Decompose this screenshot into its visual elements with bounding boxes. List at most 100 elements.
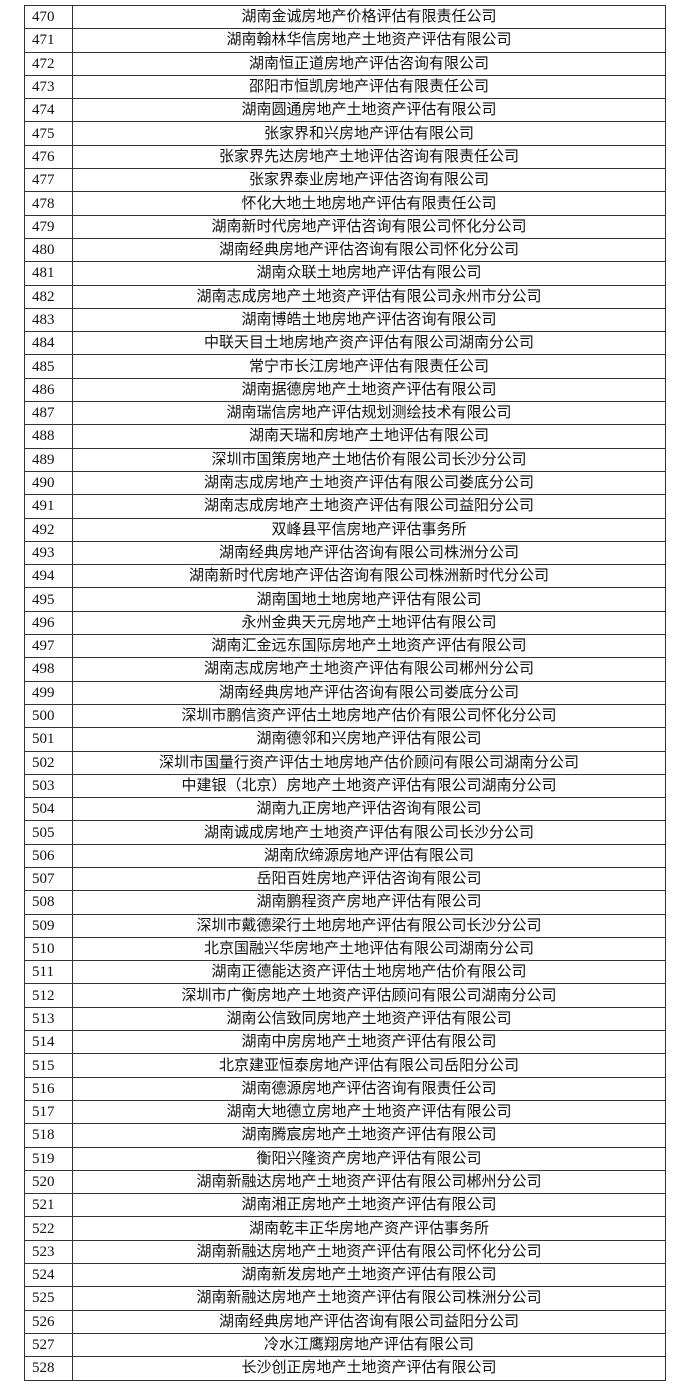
- row-number: 483: [24, 307, 73, 333]
- company-name: 永州金典天元房地产土地评估有限公司: [72, 610, 666, 636]
- company-name: 湖南新融达房地产土地资产评估有限公司株洲分公司: [72, 1286, 666, 1311]
- row-number: 490: [24, 470, 73, 496]
- row-number: 517: [24, 1099, 73, 1125]
- company-name: 湖南公信致同房地产土地资产评估有限公司: [72, 1006, 666, 1032]
- table-row: 478 怀化大地土地房地产评估有限责任公司: [24, 191, 666, 216]
- table-row: 480 湖南经典房地产评估咨询有限公司怀化分公司: [24, 237, 666, 263]
- row-number: 475: [24, 121, 73, 146]
- row-number: 503: [24, 773, 73, 799]
- company-name: 湖南圆通房地产土地资产评估有限公司: [72, 98, 666, 123]
- company-name: 张家界先达房地产土地评估咨询有限责任公司: [72, 144, 666, 170]
- table-row: 515 北京建亚恒泰房地产评估有限公司岳阳分公司: [24, 1053, 666, 1078]
- company-name: 冷水江鹰翔房地产评估有限公司: [72, 1332, 666, 1358]
- row-number: 526: [24, 1309, 73, 1334]
- row-number: 487: [24, 401, 73, 426]
- company-name: 衡阳兴隆资产房地产评估有限公司: [72, 1146, 666, 1171]
- row-number: 522: [24, 1216, 73, 1241]
- company-name: 张家界和兴房地产评估有限公司: [72, 121, 666, 146]
- table-row: 525 湖南新融达房地产土地资产评估有限公司株洲分公司: [24, 1286, 666, 1311]
- row-number: 510: [24, 936, 73, 962]
- table-row: 474 湖南圆通房地产土地资产评估有限公司: [24, 98, 666, 123]
- company-name: 湖南新时代房地产评估咨询有限公司怀化分公司: [72, 214, 666, 239]
- table-row: 506 湖南欣缔源房地产评估有限公司: [24, 843, 666, 868]
- row-number: 484: [24, 331, 73, 356]
- table-row: 500 深圳市鹏信资产评估土地房地产估价有限公司怀化分公司: [24, 703, 666, 729]
- table-row: 472 湖南恒正道房地产评估咨询有限公司: [24, 51, 666, 76]
- row-number: 528: [24, 1356, 73, 1381]
- company-name: 深圳市广衡房地产土地资产评估顾问有限公司湖南分公司: [72, 983, 666, 1008]
- row-number: 482: [24, 284, 73, 309]
- table-row: 524 湖南新发房地产土地资产评估有限公司: [24, 1263, 666, 1288]
- row-number: 502: [24, 750, 73, 775]
- company-name: 北京国融兴华房地产土地评估有限公司湖南分公司: [72, 936, 666, 962]
- row-number: 511: [24, 960, 73, 985]
- table-row: 487 湖南瑞信房地产评估规划测绘技术有限公司: [24, 401, 666, 426]
- company-name: 湖南正德能达资产评估土地房地产估价有限公司: [72, 960, 666, 985]
- table-row: 509 深圳市戴德梁行土地房地产评估有限公司长沙分公司: [24, 913, 666, 938]
- company-name: 湖南新融达房地产土地资产评估有限公司怀化分公司: [72, 1239, 666, 1265]
- row-number: 492: [24, 517, 73, 542]
- table-row: 504 湖南九正房地产评估咨询有限公司: [24, 797, 666, 822]
- table-row: 501 湖南德邻和兴房地产评估有限公司: [24, 727, 666, 752]
- row-number: 499: [24, 680, 73, 705]
- company-name: 湖南天瑞和房地产土地评估有限公司: [72, 424, 666, 449]
- table-row: 526 湖南经典房地产评估咨询有限公司益阳分公司: [24, 1309, 666, 1334]
- company-name: 湖南众联土地房地产评估有限公司: [72, 261, 666, 286]
- table-row: 484 中联天目土地房地产资产评估有限公司湖南分公司: [24, 331, 666, 356]
- row-number: 512: [24, 983, 73, 1008]
- row-number: 497: [24, 634, 73, 659]
- company-name: 湖南恒正道房地产评估咨询有限公司: [72, 51, 666, 76]
- table-row: 475 张家界和兴房地产评估有限公司: [24, 121, 666, 146]
- company-name: 双峰县平信房地产评估事务所: [72, 517, 666, 542]
- company-list-table: 470 湖南金诚房地产价格评估有限责任公司 471 湖南翰林华信房地产土地资产评估有限…: [24, 4, 666, 1381]
- company-name: 长沙创正房地产土地资产评估有限公司: [72, 1356, 666, 1381]
- table-row: 517 湖南大地德立房地产土地资产评估有限公司: [24, 1099, 666, 1125]
- table-row: 498 湖南志成房地产土地资产评估有限公司郴州分公司: [24, 657, 666, 682]
- table-row: 505 湖南诚成房地产土地资产评估有限公司长沙分公司: [24, 820, 666, 845]
- table-row: 483 湖南博皓土地房地产评估咨询有限公司: [24, 307, 666, 333]
- table-row: 528 长沙创正房地产土地资产评估有限公司: [24, 1356, 666, 1381]
- table-row: 514 湖南中房房地产土地资产评估有限公司: [24, 1030, 666, 1055]
- row-number: 519: [24, 1146, 73, 1171]
- table-row: 470 湖南金诚房地产价格评估有限责任公司: [24, 4, 666, 30]
- table-row: 481 湖南众联土地房地产评估有限公司: [24, 261, 666, 286]
- row-number: 472: [24, 51, 73, 76]
- table-row: 520 湖南新融达房地产土地资产评估有限公司郴州分公司: [24, 1169, 666, 1195]
- table-row: 518 湖南腾宸房地产土地资产评估有限公司: [24, 1123, 666, 1148]
- table-row: 492 双峰县平信房地产评估事务所: [24, 517, 666, 542]
- row-number: 480: [24, 237, 73, 263]
- company-name: 湖南经典房地产评估咨询有限公司株洲分公司: [72, 540, 666, 566]
- row-number: 508: [24, 890, 73, 915]
- company-name: 湖南国地土地房地产评估有限公司: [72, 587, 666, 612]
- table-row: 510 北京国融兴华房地产土地评估有限公司湖南分公司: [24, 936, 666, 962]
- row-number: 495: [24, 587, 73, 612]
- company-name: 深圳市国量行资产评估土地房地产估价顾问有限公司湖南分公司: [72, 750, 666, 775]
- company-name: 湖南博皓土地房地产评估咨询有限公司: [72, 307, 666, 333]
- company-name: 湖南汇金远东国际房地产土地资产评估有限公司: [72, 634, 666, 659]
- row-number: 515: [24, 1053, 73, 1078]
- row-number: 521: [24, 1193, 73, 1218]
- company-name: 湖南新发房地产土地资产评估有限公司: [72, 1263, 666, 1288]
- row-number: 498: [24, 657, 73, 682]
- table-row: 490 湖南志成房地产土地资产评估有限公司娄底分公司: [24, 470, 666, 496]
- table-row: 479 湖南新时代房地产评估咨询有限公司怀化分公司: [24, 214, 666, 239]
- company-name: 深圳市鹏信资产评估土地房地产估价有限公司怀化分公司: [72, 703, 666, 729]
- row-number: 509: [24, 913, 73, 938]
- row-number: 500: [24, 703, 73, 729]
- row-number: 496: [24, 610, 73, 636]
- table-row: 522 湖南乾丰正华房地产资产评估事务所: [24, 1216, 666, 1241]
- company-name: 湖南新融达房地产土地资产评估有限公司郴州分公司: [72, 1169, 666, 1195]
- table-row: 476 张家界先达房地产土地评估咨询有限责任公司: [24, 144, 666, 170]
- table-row: 493 湖南经典房地产评估咨询有限公司株洲分公司: [24, 540, 666, 566]
- table-row: 485 常宁市长江房地产评估有限责任公司: [24, 354, 666, 379]
- company-name: 怀化大地土地房地产评估有限责任公司: [72, 191, 666, 216]
- row-number: 524: [24, 1263, 73, 1288]
- company-name: 湖南湘正房地产土地资产评估有限公司: [72, 1193, 666, 1218]
- company-name: 湖南德源房地产评估咨询有限责任公司: [72, 1076, 666, 1101]
- row-number: 488: [24, 424, 73, 449]
- row-number: 479: [24, 214, 73, 239]
- company-name: 湖南金诚房地产价格评估有限责任公司: [72, 4, 666, 30]
- company-name: 湖南腾宸房地产土地资产评估有限公司: [72, 1123, 666, 1148]
- company-name: 湖南志成房地产土地资产评估有限公司娄底分公司: [72, 470, 666, 496]
- table-row: 496 永州金典天元房地产土地评估有限公司: [24, 610, 666, 636]
